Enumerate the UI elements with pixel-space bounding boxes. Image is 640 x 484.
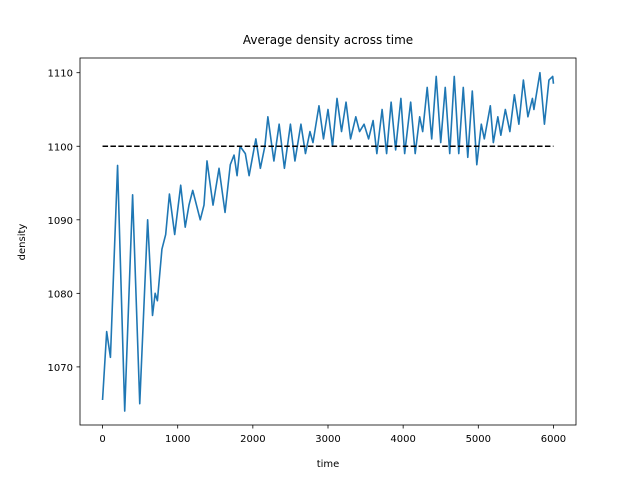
data-line — [101, 71, 555, 412]
y-tick-label: 1080 — [48, 289, 73, 300]
x-tick-label: 2000 — [240, 434, 265, 445]
x-tick-label: 0 — [99, 434, 105, 445]
chart-title: Average density across time — [243, 33, 413, 47]
y-tick-label: 1070 — [48, 363, 73, 374]
x-tick-label: 3000 — [315, 434, 340, 445]
x-axis-label: time — [317, 459, 340, 470]
x-tick-label: 4000 — [390, 434, 415, 445]
plot-frame — [79, 57, 577, 426]
y-axis-label: density — [17, 224, 28, 261]
x-tick-label: 6000 — [541, 434, 566, 445]
x-tick-label: 1000 — [165, 434, 190, 445]
y-tick-label: 1090 — [48, 216, 73, 227]
x-tick-label: 5000 — [466, 434, 491, 445]
y-tick-label: 1110 — [48, 69, 73, 80]
y-tick-label: 1100 — [48, 142, 73, 153]
